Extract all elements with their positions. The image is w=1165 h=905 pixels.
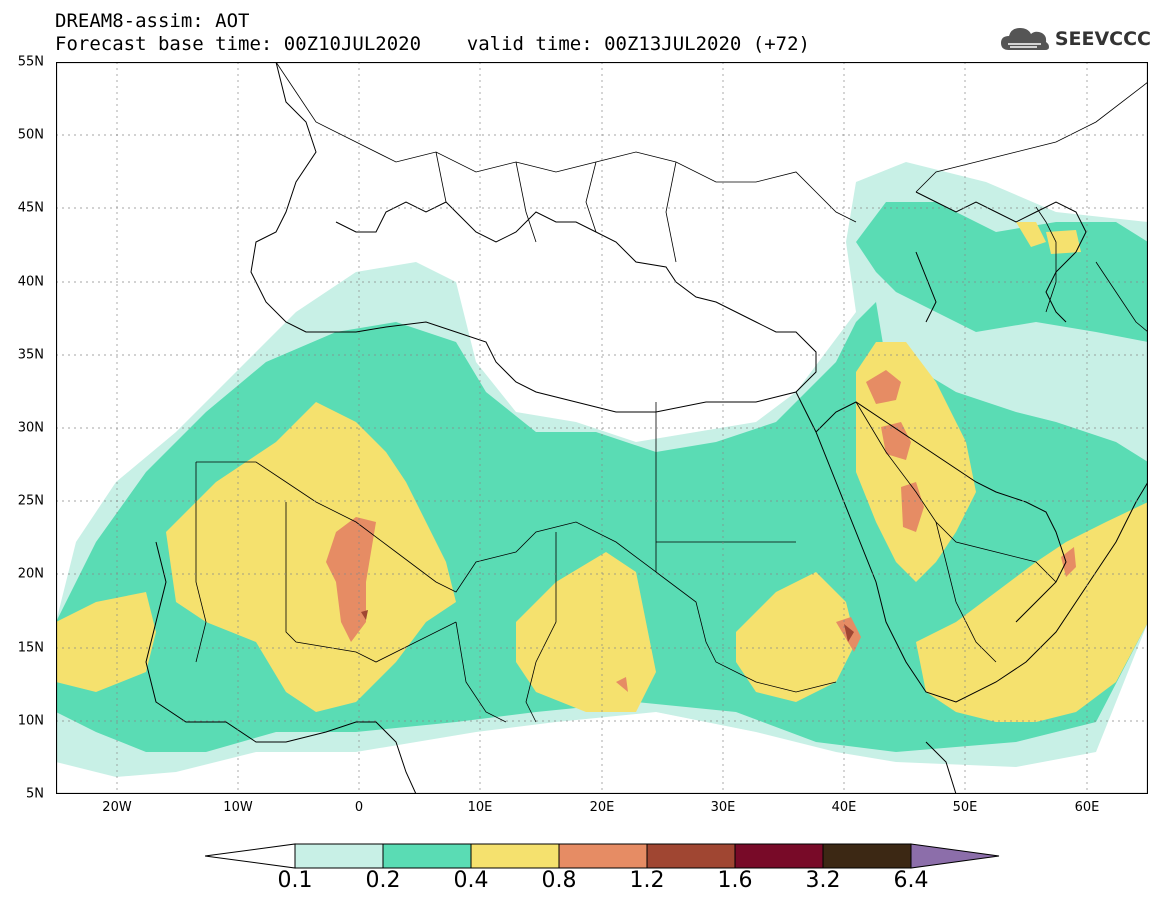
lat-label-15n: 15N [17,640,44,656]
lon-label-10e: 10E [467,800,493,815]
lat-label-5n: 5N [26,786,44,802]
lat-label-55n: 55N [17,54,44,70]
lat-label-20n: 20N [17,566,44,582]
country-borders [195,62,1148,723]
map-frame [56,62,1148,794]
cloud-icon [1000,28,1049,50]
colorbar-label-0.2: 0.2 [365,868,401,893]
lat-label-30n: 30N [17,420,44,436]
colorbar-swatch-0.2 [382,843,472,869]
lon-label-30e: 30E [710,800,736,815]
map-title: DREAM8-assim: AOT [55,10,250,32]
colorbar-swatch-1.6 [734,843,824,869]
colorbar-label-0.8: 0.8 [541,868,577,893]
colorbar-label-3.2: 3.2 [805,868,841,893]
colorbar-label-0.1: 0.1 [277,868,313,893]
lon-label-10w: 10W [223,800,253,815]
logo-text: SEEVCCC [1054,28,1151,50]
aot-colorbar [205,843,1000,869]
forecast-time-label: Forecast base time: 00Z10JUL2020 valid t… [55,33,810,55]
lon-label-0: 0 [354,800,364,815]
lon-label-40e: 40E [831,800,857,815]
colorbar-label-1.2: 1.2 [629,868,665,893]
colorbar-swatch-1.2 [646,843,736,869]
lon-label-60e: 60E [1074,800,1100,815]
seevccc-logo: SEEVCCC [999,22,1151,56]
colorbar-under-arrow [205,843,296,869]
colorbar-swatch-0.4 [470,843,560,869]
colorbar-label-6.4: 6.4 [893,868,929,893]
map-gridlines [56,62,1148,794]
colorbar-label-1.6: 1.6 [717,868,753,893]
coastlines [145,62,1148,794]
aot-field-1.2 [361,610,854,642]
lon-label-50e: 50E [952,800,978,815]
lon-label-20w: 20W [102,800,132,815]
lon-label-20e: 20E [589,800,615,815]
aot-map [56,62,1148,794]
colorbar-swatch-0.8 [558,843,648,869]
lat-label-25n: 25N [17,493,44,509]
colorbar-label-0.4: 0.4 [453,868,489,893]
lat-label-45n: 45N [17,200,44,216]
colorbar-over-arrow [910,843,1000,869]
lat-label-35n: 35N [17,347,44,363]
lat-label-50n: 50N [17,127,44,143]
colorbar-swatch-0.1 [294,843,384,869]
lat-label-40n: 40N [17,274,44,290]
lat-label-10n: 10N [17,713,44,729]
colorbar-swatch-3.2 [822,843,912,869]
